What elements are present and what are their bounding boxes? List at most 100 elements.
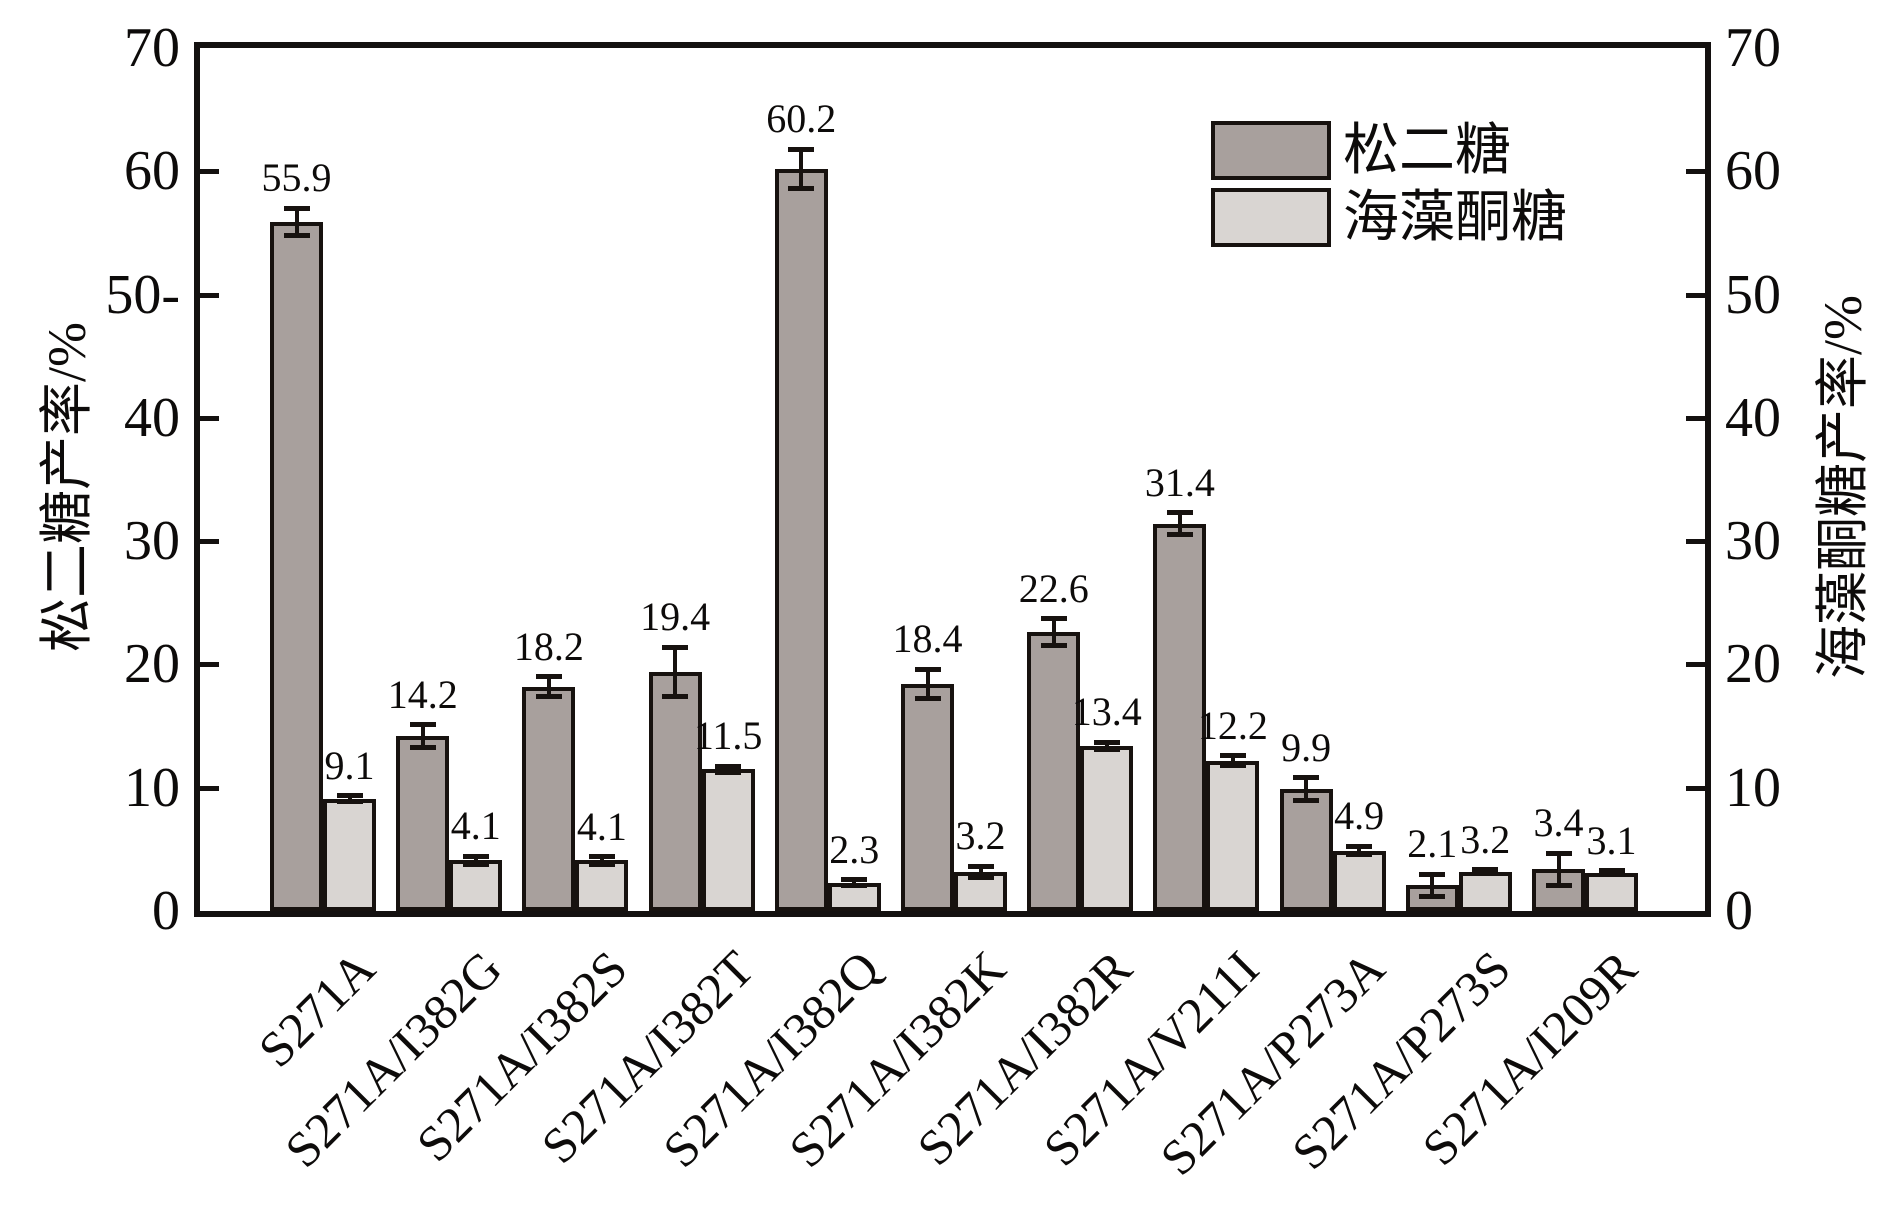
value-label-trehalulose-1: 9.1: [324, 742, 375, 788]
bar-trehalulose-9: [1332, 851, 1386, 911]
error-cap-bottom-turanose-11: [1545, 882, 1572, 888]
right-axis-tick-label-70: 70: [1725, 17, 1781, 79]
bar-trehalulose-7: [1080, 746, 1134, 911]
error-bar-trehalulose-9: [1357, 846, 1362, 855]
error-bar-turanose-8: [1177, 512, 1182, 535]
error-bar-turanose-10: [1430, 874, 1435, 897]
value-label-trehalulose-10: 3.2: [1460, 816, 1511, 862]
bar-turanose-8: [1153, 524, 1207, 911]
error-cap-bottom-turanose-8: [1166, 532, 1193, 538]
error-cap-top-turanose-7: [1040, 616, 1067, 622]
error-cap-top-trehalulose-2: [462, 853, 489, 859]
error-cap-top-trehalulose-7: [1093, 739, 1120, 745]
error-cap-top-trehalulose-11: [1598, 868, 1625, 874]
error-bar-turanose-4: [673, 647, 678, 697]
bar-trehalulose-10: [1458, 872, 1512, 911]
error-cap-bottom-trehalulose-3: [588, 861, 615, 867]
error-bar-turanose-5: [799, 149, 804, 189]
error-bar-turanose-3: [546, 676, 551, 697]
error-cap-top-turanose-10: [1419, 871, 1446, 877]
value-label-trehalulose-2: 4.1: [450, 803, 501, 849]
error-cap-bottom-trehalulose-5: [841, 883, 868, 889]
left-axis-tick-label-70: 70: [124, 17, 180, 79]
error-cap-top-turanose-6: [914, 666, 941, 672]
error-cap-bottom-turanose-9: [1293, 797, 1320, 803]
error-bar-trehalulose-2: [473, 856, 478, 865]
error-bar-trehalulose-4: [726, 766, 731, 773]
error-cap-top-turanose-1: [283, 205, 310, 211]
error-cap-top-trehalulose-3: [588, 854, 615, 860]
right-axis-title: 海藻酮糖产率/%: [1813, 295, 1873, 679]
right-axis-tick-label-10: 10: [1725, 756, 1781, 819]
bar-turanose-3: [522, 687, 576, 911]
legend-swatch-turanose: [1211, 121, 1331, 180]
left-axis-tick-40: [200, 415, 219, 421]
error-cap-top-trehalulose-5: [841, 877, 868, 883]
error-bar-turanose-6: [925, 669, 930, 699]
right-axis-tick-label-60: 60: [1725, 140, 1781, 203]
left-axis-tick-label-60: 60: [124, 140, 180, 203]
error-cap-bottom-turanose-1: [283, 232, 310, 238]
error-cap-bottom-trehalulose-11: [1598, 872, 1625, 878]
bar-turanose-6: [901, 684, 954, 911]
error-cap-bottom-trehalulose-6: [967, 874, 994, 880]
value-label-trehalulose-5: 2.3: [829, 826, 880, 872]
right-axis-tick-30: [1686, 539, 1705, 545]
legend-label-trehalulose: 海藻酮糖: [1343, 186, 1567, 249]
right-axis-tick-label-50: 50: [1725, 263, 1781, 326]
error-cap-top-trehalulose-6: [967, 863, 994, 869]
error-cap-top-turanose-11: [1545, 850, 1572, 856]
error-cap-top-trehalulose-1: [336, 793, 363, 799]
bar-trehalulose-11: [1585, 873, 1638, 911]
legend-item-trehalulose: 海藻酮糖: [1211, 188, 1567, 247]
value-label-trehalulose-7: 13.4: [1071, 689, 1142, 735]
left-axis-tick-20: [200, 662, 219, 668]
value-label-turanose-6: 18.4: [892, 616, 963, 662]
error-bar-turanose-7: [1051, 618, 1056, 646]
error-cap-top-turanose-9: [1293, 775, 1320, 781]
bar-turanose-5: [774, 169, 828, 911]
right-axis-tick-10: [1686, 785, 1705, 791]
value-label-trehalulose-11: 3.1: [1586, 817, 1637, 863]
error-cap-bottom-trehalulose-4: [715, 769, 742, 775]
error-cap-bottom-turanose-4: [662, 693, 689, 699]
error-cap-bottom-turanose-6: [914, 696, 941, 702]
error-cap-bottom-turanose-3: [535, 693, 562, 699]
value-label-turanose-5: 60.2: [766, 96, 837, 142]
error-cap-bottom-trehalulose-1: [336, 799, 363, 805]
right-axis-tick-20: [1686, 662, 1705, 668]
legend-label-turanose: 松二糖: [1343, 119, 1511, 182]
plot-inner: 55.9 9.1 14.2 4.1 18.2 4.1 19.4 11.5 60.2 2.3 18.4…: [200, 48, 1705, 911]
left-axis-tick-30: [200, 539, 219, 545]
bar-trehalulose-8: [1206, 761, 1260, 911]
left-axis-tick-label-40: 40: [124, 386, 180, 449]
left-axis-tick-60: [200, 169, 219, 175]
legend: 松二糖 海藻酮糖: [1211, 121, 1567, 247]
error-cap-top-turanose-3: [535, 674, 562, 680]
right-axis-tick-50: [1686, 292, 1705, 298]
right-axis-tick-60: [1686, 169, 1705, 175]
right-axis-tick-40: [1686, 415, 1705, 421]
error-cap-top-turanose-4: [662, 644, 689, 650]
value-label-trehalulose-4: 11.5: [693, 713, 763, 759]
value-label-trehalulose-9: 4.9: [1334, 793, 1385, 839]
left-axis-tick-label-10: 10: [124, 756, 180, 819]
bar-turanose-2: [396, 736, 450, 911]
error-bar-trehalulose-5: [852, 879, 857, 886]
error-cap-top-turanose-2: [409, 722, 436, 728]
value-label-trehalulose-8: 12.2: [1197, 702, 1268, 748]
error-cap-bottom-turanose-7: [1040, 643, 1067, 649]
error-cap-bottom-trehalulose-2: [462, 862, 489, 868]
error-cap-bottom-turanose-10: [1419, 893, 1446, 899]
error-cap-bottom-turanose-2: [409, 744, 436, 750]
bar-trehalulose-4: [701, 769, 755, 911]
error-cap-bottom-trehalulose-10: [1472, 870, 1499, 876]
error-cap-top-trehalulose-10: [1472, 867, 1499, 873]
error-bar-turanose-11: [1556, 853, 1561, 886]
value-label-turanose-10: 2.1: [1407, 821, 1458, 866]
value-label-turanose-9: 9.9: [1281, 724, 1332, 770]
bar-trehalulose-2: [449, 860, 503, 911]
value-label-trehalulose-3: 4.1: [576, 803, 627, 849]
error-cap-top-turanose-8: [1166, 510, 1193, 516]
